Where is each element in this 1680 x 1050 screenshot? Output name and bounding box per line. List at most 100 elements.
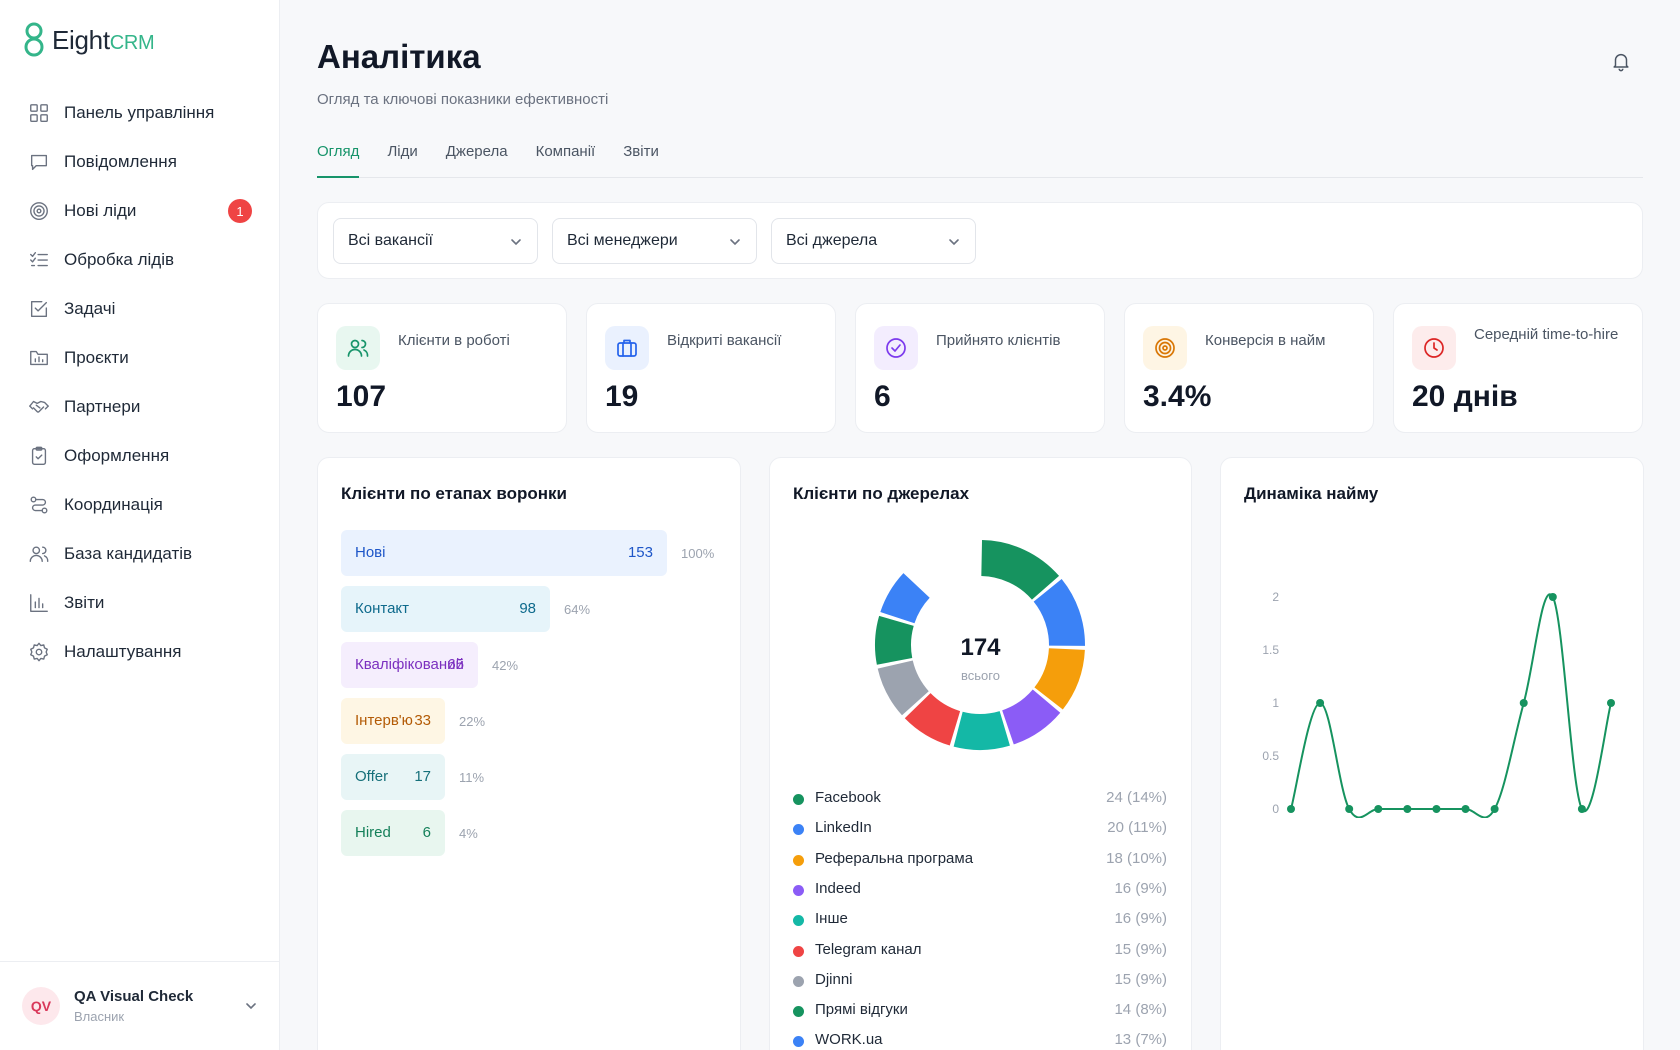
kpi-label: Середній time-to-hire bbox=[1474, 326, 1619, 343]
kpi-icon-wrap bbox=[1143, 326, 1187, 370]
donut-total-label: всього bbox=[961, 668, 1000, 683]
clipboard-icon bbox=[31, 446, 47, 465]
sidebar: EightCRM Панель управління Повідомлення Но… bbox=[0, 0, 280, 1050]
sidebar-item-5[interactable]: Проєкти bbox=[16, 333, 264, 382]
funnel-stage[interactable]: Offer 17 11% bbox=[341, 754, 721, 800]
data-point[interactable] bbox=[1345, 805, 1354, 813]
sidebar-item-label: Налаштування bbox=[64, 641, 182, 661]
funnel-stage[interactable]: Нові 153 100% bbox=[341, 530, 721, 576]
funnel-title: Клієнти по етапах воронки bbox=[341, 484, 567, 503]
sidebar-item-3[interactable]: Обробка лідів bbox=[16, 235, 264, 284]
sidebar-item-10[interactable]: Звіти bbox=[16, 578, 264, 627]
funnel-stage-percent: 22% bbox=[459, 714, 486, 729]
kpi-card: Клієнти в роботі 107 bbox=[317, 303, 567, 433]
funnel-stage[interactable]: Hired 6 4% bbox=[341, 810, 721, 856]
sidebar-item-11[interactable]: Налаштування bbox=[16, 627, 264, 676]
task-icon bbox=[30, 300, 48, 317]
tab-1[interactable]: Ліди bbox=[387, 143, 418, 160]
funnel-bar bbox=[341, 642, 478, 688]
y-tick-label: 2 bbox=[1272, 590, 1279, 604]
legend-value: 13 (7%) bbox=[1114, 1031, 1167, 1049]
data-point[interactable] bbox=[1316, 699, 1325, 707]
sources-select[interactable]: Всі джерела bbox=[771, 218, 976, 264]
data-point[interactable] bbox=[1607, 699, 1615, 707]
sidebar-item-1[interactable]: Повідомлення bbox=[16, 137, 264, 186]
briefcase-icon bbox=[617, 339, 637, 357]
funnel-stage[interactable]: Інтерв'ю 33 22% bbox=[341, 698, 721, 744]
data-point[interactable] bbox=[1490, 805, 1499, 813]
data-point[interactable] bbox=[1403, 805, 1412, 813]
funnel-stage-count: 98 bbox=[519, 600, 536, 617]
kpi-value: 20 днів bbox=[1412, 380, 1518, 413]
legend-dot bbox=[793, 975, 804, 987]
logo-eight-icon bbox=[24, 22, 44, 57]
chevron-down-icon[interactable] bbox=[244, 999, 258, 1013]
donut-slice[interactable] bbox=[981, 540, 1060, 600]
sidebar-item-7[interactable]: Оформлення bbox=[16, 431, 264, 480]
legend-name: WORK.ua bbox=[815, 1031, 883, 1049]
data-point[interactable] bbox=[1548, 593, 1557, 601]
kpi-icon-wrap bbox=[874, 326, 918, 370]
series-line bbox=[1290, 593, 1612, 818]
kpi-label: Прийнято клієнтів bbox=[936, 332, 1061, 349]
tab-3[interactable]: Компанії bbox=[535, 143, 596, 160]
vacancies-select[interactable]: Всі вакансії bbox=[333, 218, 538, 264]
kpi-card: Відкриті вакансії 19 bbox=[586, 303, 836, 433]
tab-2[interactable]: Джерела bbox=[445, 143, 508, 160]
legend-value: 24 (14%) bbox=[1106, 789, 1167, 806]
y-tick-label: 1 bbox=[1272, 696, 1279, 710]
donut-slice[interactable] bbox=[877, 660, 929, 716]
sidebar-item-2[interactable]: Нові ліди 1 bbox=[16, 186, 264, 235]
sources-donut-chart bbox=[875, 540, 1085, 750]
sidebar-item-label: Повідомлення bbox=[64, 151, 177, 171]
sidebar-item-9[interactable]: База кандидатів bbox=[16, 529, 264, 578]
sidebar-item-6[interactable]: Партнери bbox=[16, 382, 264, 431]
donut-slice[interactable] bbox=[953, 711, 1010, 750]
legend-value: 16 (9%) bbox=[1114, 910, 1167, 928]
data-point[interactable] bbox=[1374, 805, 1383, 813]
kpi-card: Прийнято клієнтів 6 bbox=[855, 303, 1105, 433]
clock-icon bbox=[1424, 338, 1444, 358]
donut-slice[interactable] bbox=[904, 693, 961, 746]
user-info: QA Visual Check Власник bbox=[74, 988, 230, 1024]
sidebar-item-8[interactable]: Координація bbox=[16, 480, 264, 529]
donut-slice[interactable] bbox=[1002, 689, 1061, 745]
bell-icon[interactable] bbox=[1610, 50, 1632, 72]
data-point[interactable] bbox=[1287, 805, 1295, 813]
data-point[interactable] bbox=[1432, 805, 1441, 813]
users-icon bbox=[29, 545, 49, 562]
donut-slice[interactable] bbox=[875, 615, 914, 665]
funnel-stage-count: 17 bbox=[414, 768, 431, 785]
donut-slice[interactable] bbox=[1034, 648, 1085, 710]
y-tick-label: 0.5 bbox=[1262, 749, 1279, 763]
managers-select[interactable]: Всі менеджери bbox=[552, 218, 757, 264]
sidebar-item-label: База кандидатів bbox=[64, 543, 193, 563]
filter-bar: Всі вакансії Всі менеджери Всі джерела bbox=[317, 202, 1643, 279]
gear-icon bbox=[30, 642, 48, 661]
legend-item: Facebook 24 (14%) bbox=[793, 788, 1167, 810]
funnel-stage[interactable]: Кваліфікований 65 42% bbox=[341, 642, 721, 688]
kpi-value: 19 bbox=[605, 380, 639, 413]
data-point[interactable] bbox=[1461, 805, 1470, 813]
funnel-stage[interactable]: Контакт 98 64% bbox=[341, 586, 721, 632]
legend-value: 20 (11%) bbox=[1107, 819, 1167, 837]
sidebar-item-4[interactable]: Задачі bbox=[16, 284, 264, 333]
data-point[interactable] bbox=[1577, 805, 1586, 813]
funnel-stage-percent: 4% bbox=[459, 826, 478, 841]
donut-slice[interactable] bbox=[1033, 578, 1085, 646]
folder-icon bbox=[30, 350, 48, 365]
donut-slice[interactable] bbox=[880, 573, 930, 624]
tab-4[interactable]: Звіти bbox=[623, 143, 659, 160]
app-logo[interactable]: EightCRM bbox=[24, 22, 155, 58]
data-point[interactable] bbox=[1519, 699, 1528, 707]
handshake-icon bbox=[29, 400, 49, 413]
sources-panel: Клієнти по джерелах 174 всього Facebook 2… bbox=[769, 457, 1192, 1050]
legend-value: 16 (9%) bbox=[1114, 879, 1167, 897]
legend-dot bbox=[793, 884, 804, 896]
legend-value: 15 (9%) bbox=[1114, 940, 1167, 958]
kpi-label: Відкриті вакансії bbox=[667, 332, 782, 349]
sidebar-item-0[interactable]: Панель управління bbox=[16, 88, 264, 137]
user-menu[interactable]: QV QA Visual Check Власник bbox=[0, 961, 280, 1050]
legend-item: Інше 16 (9%) bbox=[793, 909, 1167, 931]
tab-0[interactable]: Огляд bbox=[317, 140, 360, 178]
